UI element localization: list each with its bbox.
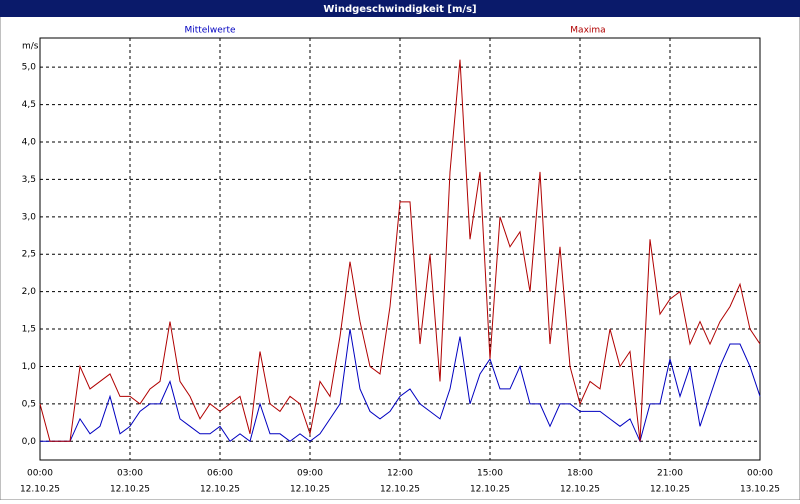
y-tick-label: 2,5 <box>22 250 36 260</box>
x-tick-label: 18:00 <box>567 469 593 479</box>
y-axis-label: m/s <box>22 42 39 52</box>
y-tick-label: 4,5 <box>22 100 36 110</box>
y-tick-label: 5,0 <box>22 63 37 73</box>
y-tick-label: 3,5 <box>22 175 36 185</box>
legend-label: Mittelwerte <box>184 26 235 36</box>
x-tick-date: 12.10.25 <box>110 485 150 495</box>
x-tick-label: 09:00 <box>297 469 323 479</box>
x-tick-label: 12:00 <box>387 469 413 479</box>
x-tick-label: 06:00 <box>207 469 233 479</box>
x-tick-date: 12.10.25 <box>380 485 420 495</box>
y-tick-label: 1,0 <box>22 362 37 372</box>
chart-title: Windgeschwindigkeit [m/s] <box>323 4 476 15</box>
y-tick-label: 0,0 <box>22 437 37 447</box>
legend-label: Maxima <box>570 26 605 36</box>
x-tick-label: 15:00 <box>477 469 503 479</box>
x-tick-date: 12.10.25 <box>470 485 510 495</box>
x-tick-date: 13.10.25 <box>740 485 780 495</box>
x-tick-label: 00:00 <box>747 469 773 479</box>
x-tick-label: 00:00 <box>27 469 53 479</box>
title-bar <box>0 0 800 17</box>
x-tick-date: 12.10.25 <box>290 485 330 495</box>
x-tick-label: 21:00 <box>657 469 683 479</box>
y-tick-label: 2,0 <box>22 287 37 297</box>
series-line <box>39 59 761 442</box>
y-tick-label: 0,5 <box>22 399 36 409</box>
x-tick-label: 03:00 <box>117 469 143 479</box>
y-tick-label: 4,0 <box>22 138 37 148</box>
y-tick-label: 1,5 <box>22 325 36 335</box>
x-tick-date: 12.10.25 <box>650 485 690 495</box>
x-tick-date: 12.10.25 <box>20 485 60 495</box>
y-tick-label: 3,0 <box>22 212 37 222</box>
x-tick-date: 12.10.25 <box>200 485 240 495</box>
x-tick-date: 12.10.25 <box>560 485 600 495</box>
